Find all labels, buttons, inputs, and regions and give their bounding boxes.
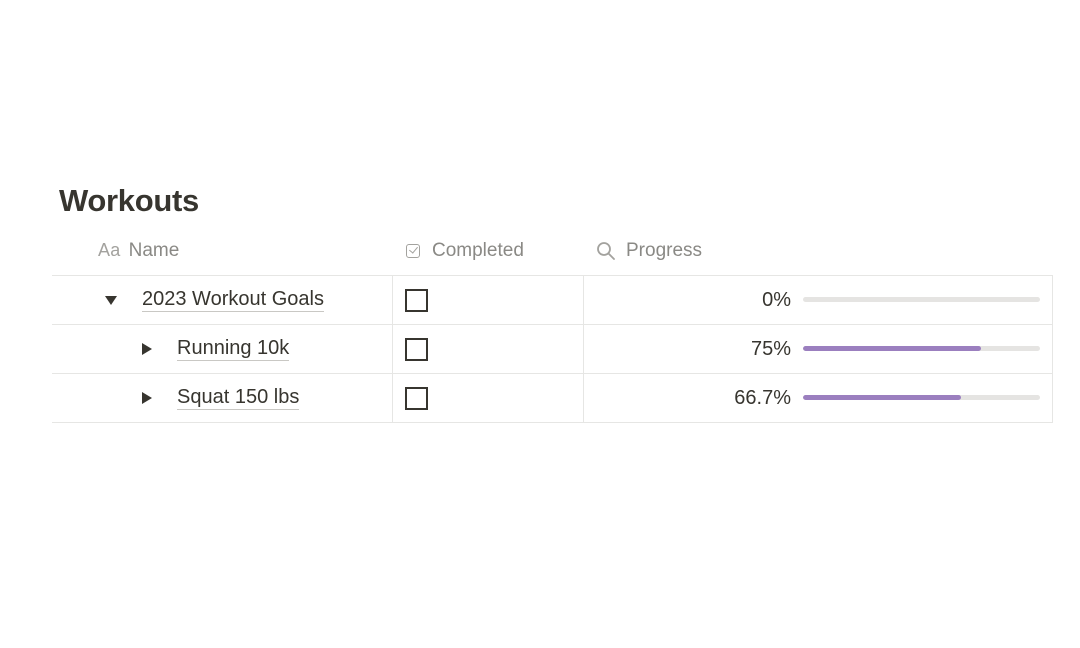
column-divider bbox=[1052, 276, 1053, 325]
completed-checkbox[interactable] bbox=[405, 387, 428, 410]
column-header-name[interactable]: Aa Name bbox=[98, 226, 179, 275]
table-row[interactable]: Running 10k 75% bbox=[52, 325, 1053, 374]
table-body: 2023 Workout Goals 0% Running 10k 75% bbox=[52, 276, 1053, 423]
table-row[interactable]: Squat 150 lbs 66.7% bbox=[52, 374, 1053, 423]
column-header-completed[interactable]: Completed bbox=[406, 226, 524, 275]
progress-bar bbox=[803, 346, 1040, 351]
table-header: Aa Name Completed Progress bbox=[52, 226, 1053, 276]
row-title-text[interactable]: Squat 150 lbs bbox=[177, 386, 300, 410]
row-title[interactable]: Squat 150 lbs bbox=[177, 374, 300, 422]
progress-percent: 0% bbox=[762, 288, 791, 311]
column-header-progress[interactable]: Progress bbox=[596, 226, 702, 275]
column-header-progress-label: Progress bbox=[626, 239, 703, 261]
row-title[interactable]: Running 10k bbox=[177, 325, 290, 373]
column-divider bbox=[583, 276, 584, 325]
database-table: Aa Name Completed Progress 202 bbox=[52, 226, 1053, 423]
column-divider bbox=[392, 374, 393, 423]
completed-checkbox[interactable] bbox=[405, 338, 428, 361]
completed-checkbox[interactable] bbox=[405, 289, 428, 312]
row-title[interactable]: 2023 Workout Goals bbox=[142, 276, 324, 324]
column-divider bbox=[583, 374, 584, 423]
progress-bar bbox=[803, 297, 1040, 302]
page-title: Workouts bbox=[59, 183, 199, 218]
checkbox-icon bbox=[406, 243, 420, 258]
progress-bar-fill bbox=[803, 395, 962, 400]
column-header-name-label: Name bbox=[128, 239, 180, 261]
row-title-text[interactable]: 2023 Workout Goals bbox=[142, 288, 324, 312]
progress-percent: 75% bbox=[750, 337, 791, 360]
column-divider bbox=[1052, 374, 1053, 423]
text-property-icon: Aa bbox=[98, 240, 121, 260]
column-divider bbox=[392, 325, 393, 374]
triangle-right-icon[interactable] bbox=[140, 374, 154, 422]
progress-bar-fill bbox=[803, 346, 981, 351]
column-divider bbox=[1052, 325, 1053, 374]
column-header-completed-label: Completed bbox=[432, 239, 524, 261]
triangle-right-icon[interactable] bbox=[140, 325, 154, 373]
column-divider bbox=[392, 276, 393, 325]
table-row[interactable]: 2023 Workout Goals 0% bbox=[52, 276, 1053, 325]
row-title-text[interactable]: Running 10k bbox=[177, 337, 290, 361]
column-divider bbox=[583, 325, 584, 374]
search-icon bbox=[596, 241, 616, 261]
triangle-down-icon[interactable] bbox=[104, 276, 118, 324]
progress-percent: 66.7% bbox=[734, 386, 791, 409]
progress-bar bbox=[803, 395, 1040, 400]
